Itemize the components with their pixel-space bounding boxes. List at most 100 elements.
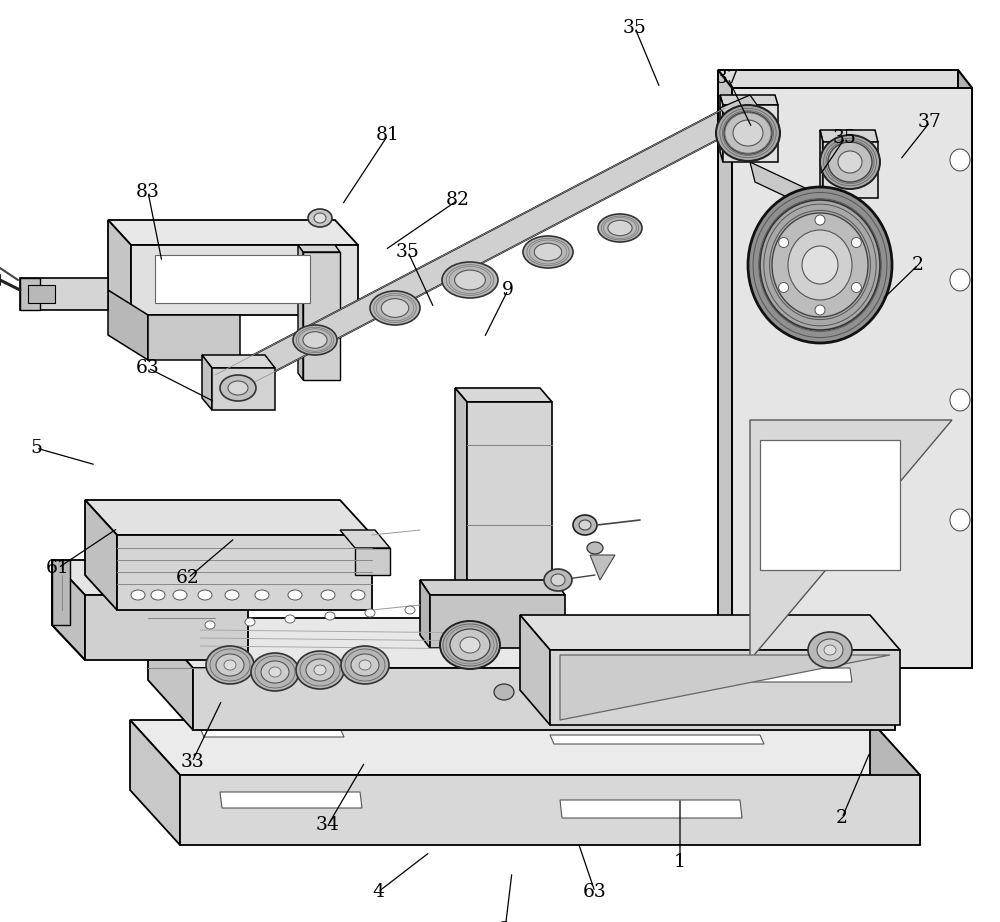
Ellipse shape: [306, 659, 334, 681]
Text: 35: 35: [833, 129, 857, 147]
Ellipse shape: [779, 238, 789, 247]
Polygon shape: [202, 355, 275, 368]
Text: 83: 83: [136, 183, 160, 201]
Polygon shape: [455, 388, 552, 402]
Text: 37: 37: [716, 69, 740, 87]
Polygon shape: [303, 252, 340, 380]
Ellipse shape: [828, 142, 872, 182]
Polygon shape: [340, 530, 390, 548]
Ellipse shape: [724, 112, 772, 154]
Polygon shape: [560, 800, 742, 818]
Polygon shape: [820, 130, 823, 198]
Polygon shape: [52, 560, 248, 595]
Polygon shape: [20, 278, 108, 310]
Ellipse shape: [716, 105, 780, 161]
Text: 37: 37: [918, 113, 942, 131]
Ellipse shape: [296, 651, 344, 689]
Ellipse shape: [261, 661, 289, 683]
Polygon shape: [180, 775, 920, 845]
Ellipse shape: [251, 653, 299, 691]
Polygon shape: [718, 70, 732, 668]
Ellipse shape: [808, 632, 852, 668]
Ellipse shape: [341, 646, 389, 684]
Text: 82: 82: [446, 191, 470, 209]
Ellipse shape: [440, 621, 500, 669]
Polygon shape: [760, 440, 900, 570]
Polygon shape: [20, 278, 40, 310]
Ellipse shape: [523, 236, 573, 268]
Text: 81: 81: [376, 126, 400, 144]
Polygon shape: [720, 95, 723, 162]
Ellipse shape: [205, 621, 215, 629]
Polygon shape: [131, 245, 358, 315]
Ellipse shape: [359, 660, 371, 670]
Text: 34: 34: [316, 816, 340, 834]
Polygon shape: [718, 70, 972, 88]
Polygon shape: [52, 560, 70, 625]
Polygon shape: [298, 245, 303, 380]
Polygon shape: [455, 388, 467, 618]
Ellipse shape: [815, 305, 825, 315]
Polygon shape: [850, 618, 895, 730]
Ellipse shape: [733, 120, 763, 146]
Ellipse shape: [573, 515, 597, 535]
Ellipse shape: [820, 135, 880, 189]
Text: 2: 2: [836, 809, 848, 827]
Polygon shape: [52, 560, 85, 660]
Ellipse shape: [308, 209, 332, 227]
Ellipse shape: [198, 590, 212, 600]
Ellipse shape: [760, 200, 880, 330]
Polygon shape: [148, 315, 240, 360]
Polygon shape: [430, 595, 565, 648]
Ellipse shape: [788, 230, 852, 300]
Polygon shape: [420, 580, 430, 648]
Ellipse shape: [321, 590, 335, 600]
Text: 35: 35: [396, 243, 420, 261]
Polygon shape: [420, 580, 565, 595]
Ellipse shape: [450, 629, 490, 661]
Text: 9: 9: [502, 281, 514, 299]
Polygon shape: [85, 595, 248, 660]
Polygon shape: [520, 615, 900, 650]
Polygon shape: [130, 720, 180, 845]
Ellipse shape: [370, 291, 420, 325]
Ellipse shape: [381, 299, 409, 317]
Text: 63: 63: [136, 359, 160, 377]
Polygon shape: [85, 500, 117, 610]
Ellipse shape: [351, 590, 365, 600]
Ellipse shape: [173, 590, 187, 600]
Ellipse shape: [351, 654, 379, 676]
Polygon shape: [193, 668, 895, 730]
Polygon shape: [148, 618, 193, 730]
Ellipse shape: [455, 270, 485, 290]
Ellipse shape: [220, 375, 256, 401]
Ellipse shape: [551, 574, 565, 586]
Text: 35: 35: [623, 19, 647, 37]
Ellipse shape: [950, 269, 970, 291]
Polygon shape: [823, 142, 878, 198]
Polygon shape: [520, 615, 550, 725]
Polygon shape: [723, 105, 778, 162]
Polygon shape: [108, 220, 358, 245]
Ellipse shape: [815, 215, 825, 225]
Polygon shape: [560, 655, 890, 720]
Polygon shape: [85, 500, 372, 535]
Ellipse shape: [598, 214, 642, 242]
Ellipse shape: [303, 332, 327, 349]
Polygon shape: [958, 70, 972, 668]
Polygon shape: [870, 720, 920, 845]
Ellipse shape: [494, 684, 514, 700]
Ellipse shape: [950, 149, 970, 171]
Polygon shape: [212, 368, 275, 410]
Ellipse shape: [228, 381, 248, 395]
Ellipse shape: [534, 243, 562, 261]
Ellipse shape: [405, 606, 415, 614]
Ellipse shape: [950, 509, 970, 531]
Text: 62: 62: [176, 569, 200, 587]
Ellipse shape: [314, 213, 326, 223]
Ellipse shape: [365, 609, 375, 617]
Polygon shape: [220, 792, 362, 808]
Polygon shape: [550, 735, 764, 744]
Ellipse shape: [206, 646, 254, 684]
Polygon shape: [467, 402, 552, 618]
